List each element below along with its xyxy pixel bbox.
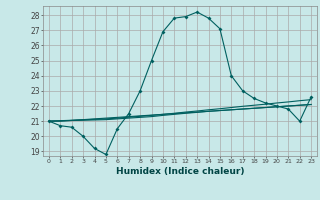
X-axis label: Humidex (Indice chaleur): Humidex (Indice chaleur) bbox=[116, 167, 244, 176]
